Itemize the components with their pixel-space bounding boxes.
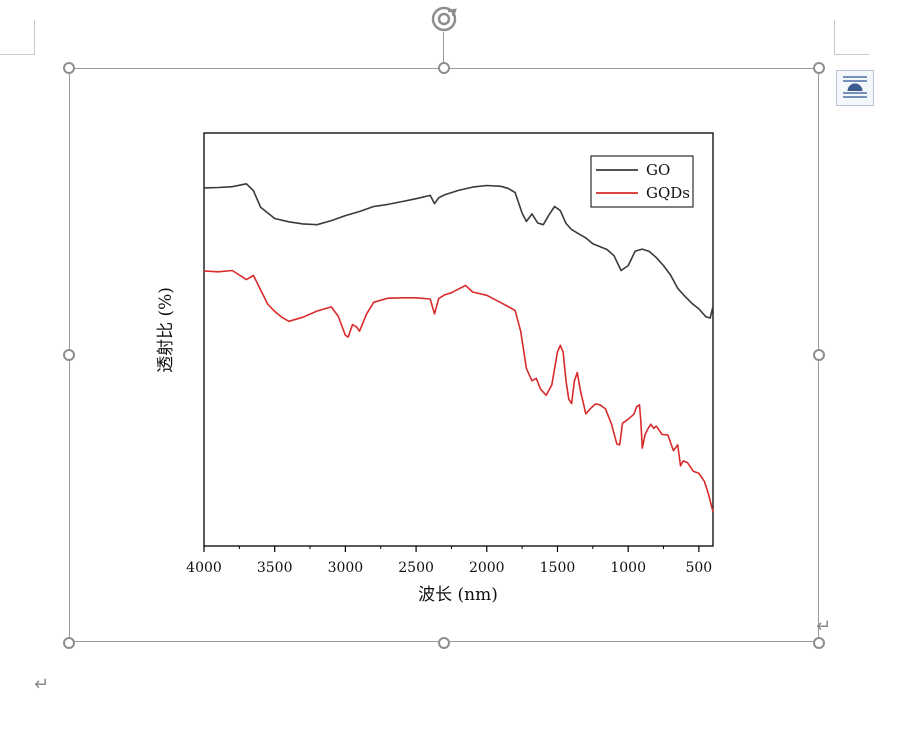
rotate-icon[interactable] xyxy=(429,4,459,34)
x-axis-label: 波长 (nm) xyxy=(418,585,498,605)
x-tick-label: 3000 xyxy=(328,560,364,576)
text-wrap-icon xyxy=(843,76,867,98)
resize-handle-bottom-right[interactable] xyxy=(813,637,825,649)
legend-label-go: GO xyxy=(646,161,670,179)
resize-handle-top-right[interactable] xyxy=(813,62,825,74)
legend-box xyxy=(590,155,694,208)
x-tick-label: 2000 xyxy=(469,560,505,576)
x-tick-label: 4000 xyxy=(186,560,222,576)
x-tick-label: 1000 xyxy=(610,560,646,576)
legend-label-gqds: GQDs xyxy=(646,184,690,202)
plot-area-frame xyxy=(203,132,714,547)
series-line-gqds xyxy=(203,269,714,512)
paragraph-mark: ↵ xyxy=(34,674,50,695)
rotate-handle-stem xyxy=(443,32,444,62)
resize-handle-left[interactable] xyxy=(63,349,75,361)
resize-handle-bottom-left[interactable] xyxy=(63,637,75,649)
layout-options-button[interactable] xyxy=(836,70,874,106)
x-axis-ticks: 4000 3500 3000 2500 2000 1500 1000 500 xyxy=(186,546,712,576)
page-corner-mark-top-right xyxy=(834,20,869,55)
series-group xyxy=(203,183,714,512)
chart-legend: GO GQDs xyxy=(590,155,694,208)
resize-handle-right[interactable] xyxy=(813,349,825,361)
y-axis-label: 透射比 (%) xyxy=(156,287,176,373)
x-tick-label: 2500 xyxy=(398,560,434,576)
x-tick-label: 1500 xyxy=(540,560,576,576)
series-line-go xyxy=(203,183,714,319)
page-corner-mark-top-left xyxy=(0,20,35,55)
resize-handle-top-left[interactable] xyxy=(63,62,75,74)
x-tick-label: 3500 xyxy=(257,560,293,576)
x-tick-label: 500 xyxy=(685,560,712,576)
resize-handle-top[interactable] xyxy=(438,62,450,74)
paragraph-mark: ↵ xyxy=(816,616,832,637)
resize-handle-bottom[interactable] xyxy=(438,637,450,649)
